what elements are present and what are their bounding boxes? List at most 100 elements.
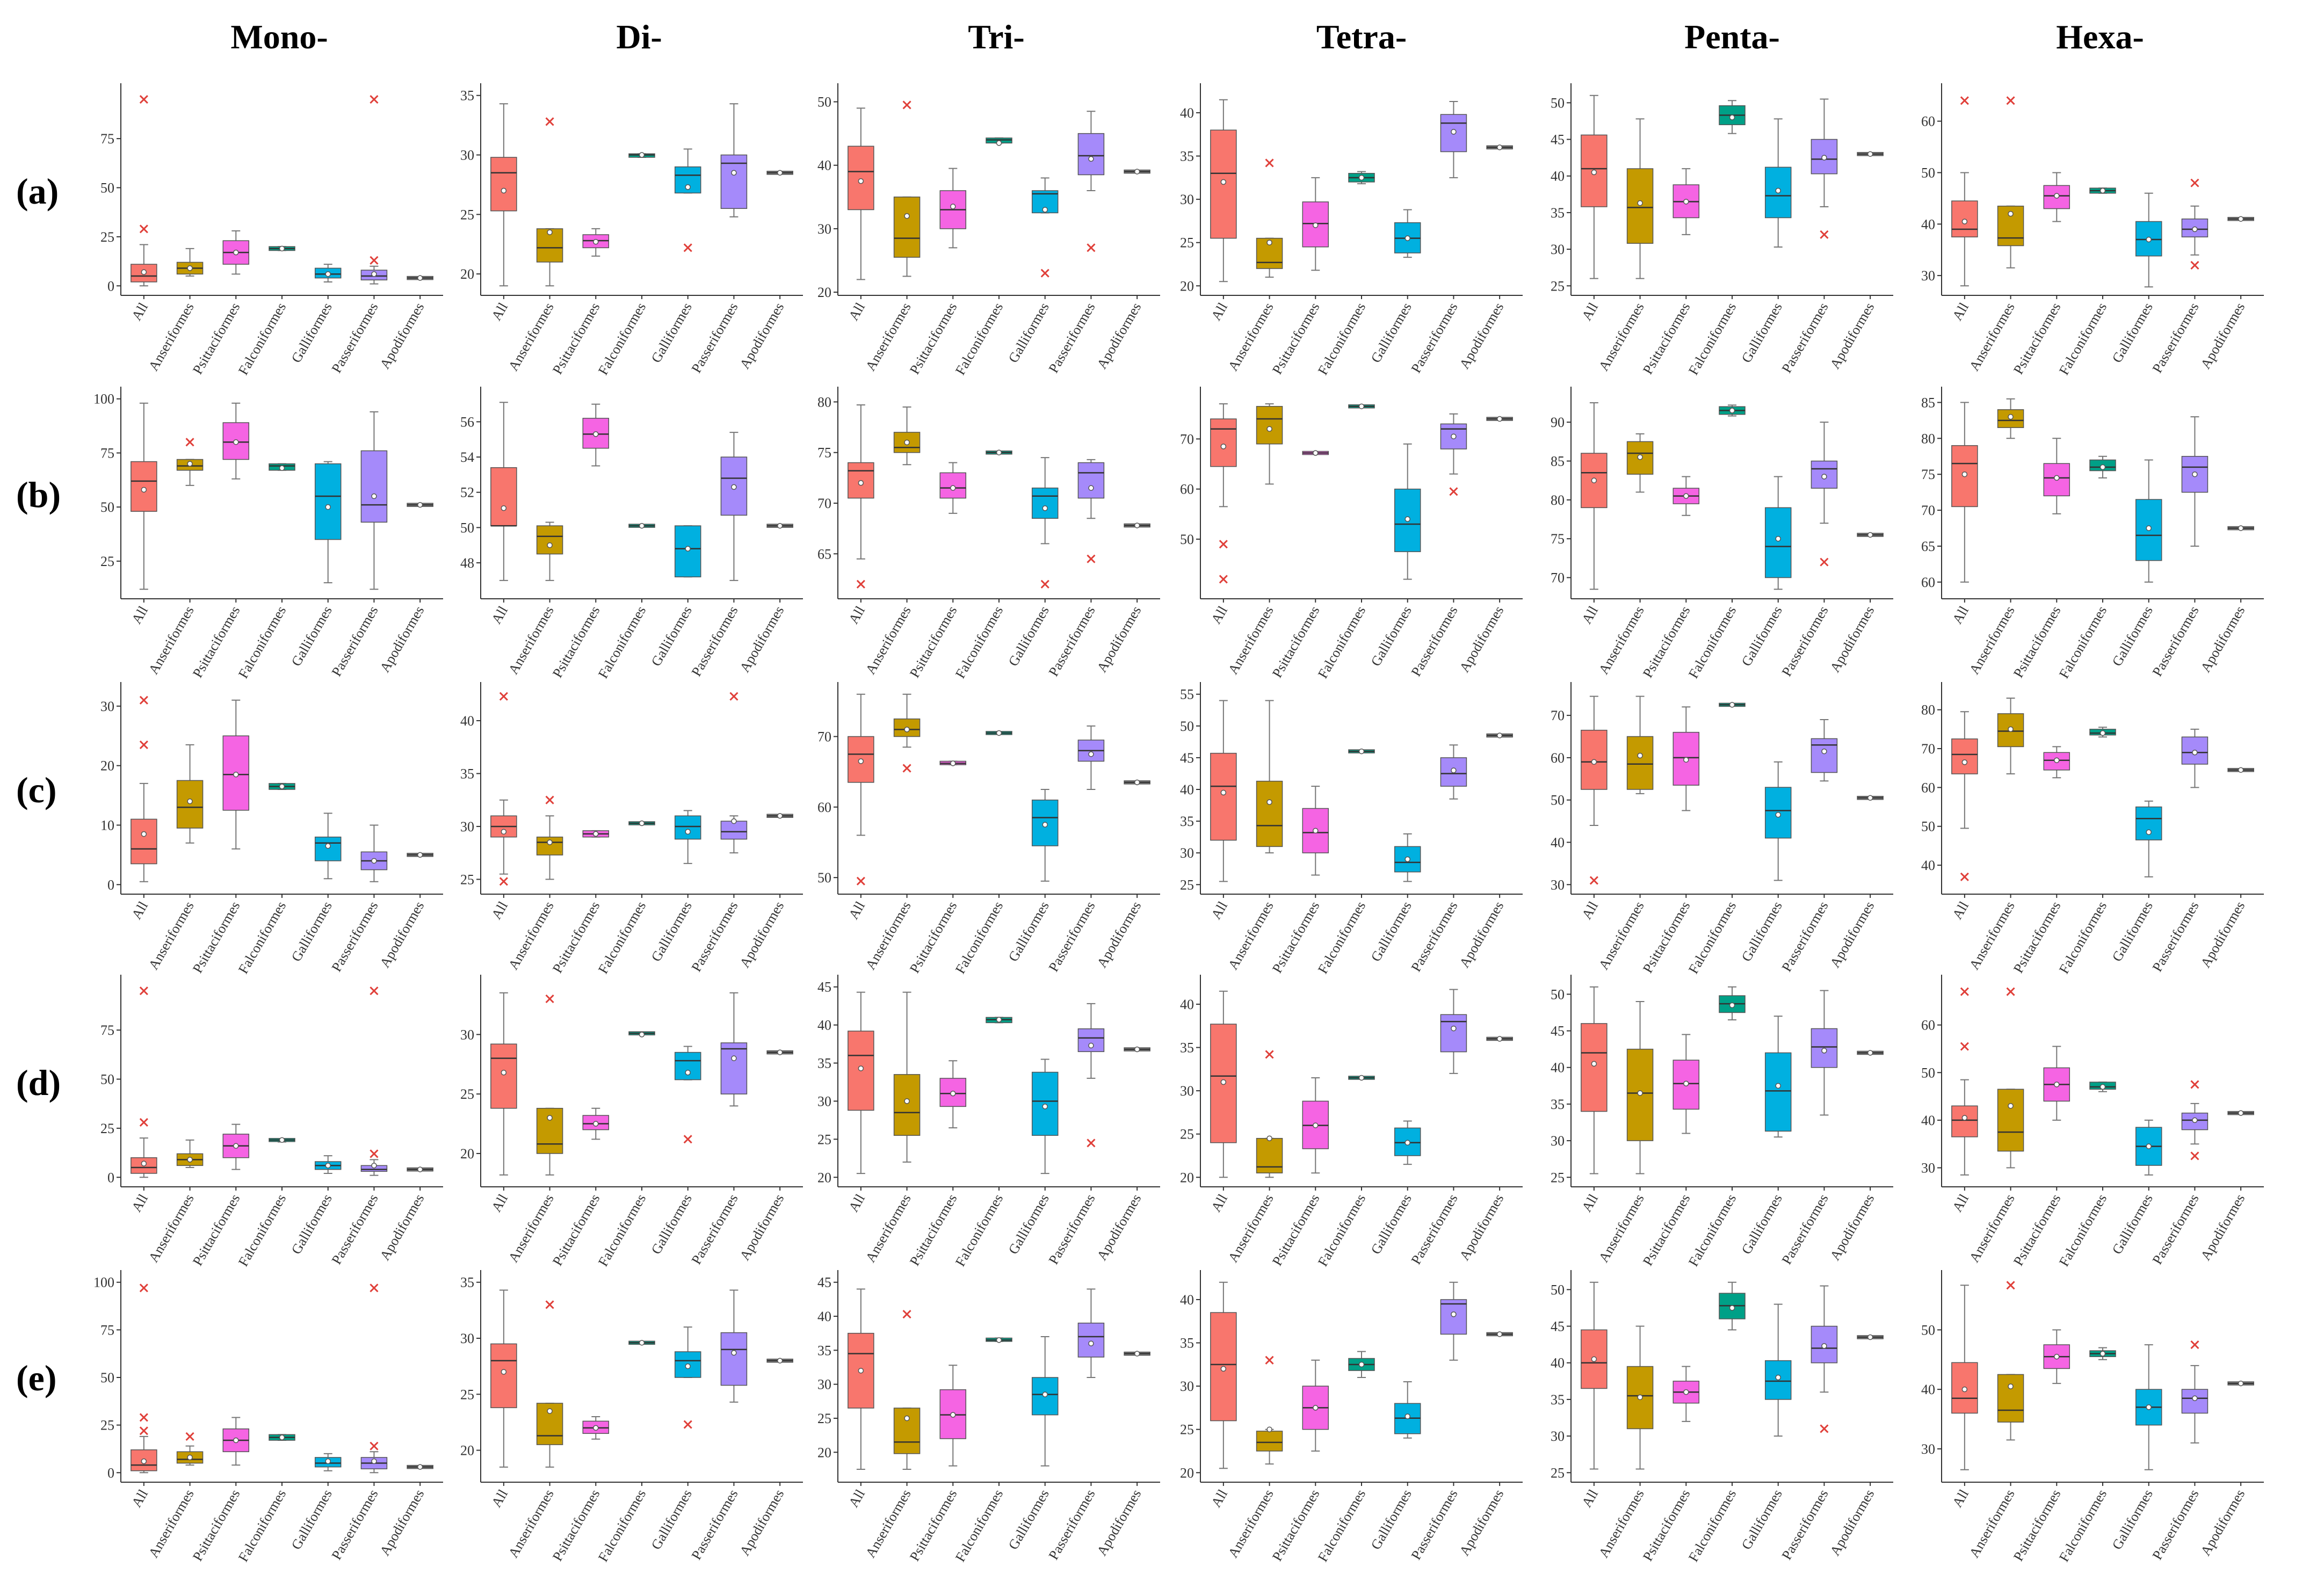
- y-tick-label: 35: [817, 1343, 831, 1358]
- mean-point: [371, 493, 377, 499]
- box: [360, 450, 388, 523]
- column-title: Tetra-: [1316, 18, 1407, 56]
- y-tick-label: 25: [460, 207, 474, 222]
- category-label: Passeriformes: [689, 1192, 741, 1267]
- mean-point: [1961, 759, 1968, 765]
- category-label: Falconiformes: [595, 1192, 649, 1270]
- category-label: Apodiformes: [2198, 1192, 2248, 1263]
- y-tick-label: 80: [1551, 492, 1565, 508]
- outlier-point: [1265, 158, 1274, 168]
- panel-a-tetra: 20 25 30 35 40 AllAnseriformesPsittaciformesF…: [1180, 83, 1523, 378]
- category-label: Falconiformes: [235, 899, 289, 977]
- box: [1302, 808, 1329, 853]
- box: [314, 463, 342, 540]
- outlier-point: [2190, 1340, 2199, 1350]
- category-label: Galliformes: [648, 300, 695, 366]
- category-label: Falconiformes: [1685, 604, 1739, 681]
- outlier-point: [499, 692, 508, 701]
- y-tick-label: 70: [1921, 741, 1935, 757]
- mean-point: [950, 1412, 956, 1418]
- box: [1440, 1014, 1467, 1053]
- mean-point: [1266, 799, 1272, 805]
- box: [1764, 507, 1792, 578]
- outlier-stroke: [1265, 1050, 1274, 1059]
- mean-point: [1496, 1036, 1503, 1042]
- category-label: Anseriformes: [505, 300, 557, 374]
- y-tick-label: 20: [1180, 1170, 1194, 1185]
- category-label: Falconiformes: [952, 1192, 1006, 1270]
- mean-point: [731, 818, 737, 824]
- category-label: Passeriformes: [1046, 1192, 1098, 1267]
- category-label: Psittaciformes: [2010, 300, 2064, 377]
- outlier-stroke: [1960, 987, 1969, 996]
- outlier-stroke: [1265, 1355, 1274, 1365]
- category-label: All: [128, 1192, 151, 1215]
- category-label: Passeriformes: [329, 899, 381, 975]
- category-label: Anseriformes: [146, 1192, 197, 1265]
- box: [1581, 1023, 1608, 1112]
- mean-point: [1404, 856, 1410, 862]
- category-label: All: [1949, 1192, 1972, 1215]
- category-label: Anseriformes: [146, 1487, 197, 1561]
- category-label: All: [1208, 1487, 1230, 1510]
- y-tick-label: 50: [1921, 819, 1935, 835]
- outlier-point: [370, 1283, 379, 1293]
- mean-point: [1358, 403, 1365, 409]
- mean-point: [1683, 757, 1689, 763]
- y-tick-label: 75: [1551, 531, 1565, 547]
- category-label: Apodiformes: [377, 899, 428, 970]
- outlier-stroke: [1040, 579, 1049, 589]
- y-tick-label: 30: [460, 148, 474, 163]
- panel-a-tri: 20 30 40 50 AllAnseriformesPsittaciformesFal…: [817, 83, 1160, 378]
- mean-point: [731, 1350, 737, 1356]
- panel-a-hexa: 30 40 50 60 AllAnseriformesPsittaciformesFal…: [1921, 83, 2264, 378]
- mean-point: [233, 772, 239, 778]
- mean-point: [1042, 207, 1048, 213]
- mean-point: [501, 829, 507, 835]
- y-tick-label: 85: [1551, 453, 1565, 469]
- y-tick-label: 75: [817, 445, 831, 461]
- y-tick-label: 52: [460, 485, 474, 501]
- mean-point: [1775, 535, 1781, 542]
- box: [490, 157, 517, 212]
- y-tick-label: 30: [1921, 1441, 1935, 1457]
- mean-point: [1821, 1343, 1827, 1349]
- box: [893, 1074, 921, 1136]
- column-title: Di-: [616, 18, 662, 56]
- box: [1626, 736, 1654, 790]
- y-tick-label: 60: [1921, 575, 1935, 590]
- outlier-stroke: [1960, 872, 1969, 881]
- mean-point: [639, 523, 645, 529]
- category-label: Apodiformes: [1457, 604, 1507, 675]
- category-label: Passeriformes: [1779, 300, 1831, 376]
- category-label: Apodiformes: [1094, 604, 1145, 675]
- mean-point: [904, 727, 910, 733]
- panel-b-di: 48 50 52 54 56 AllAnseriformesPsittaciformesF…: [460, 387, 803, 681]
- y-tick-label: 50: [1180, 719, 1194, 734]
- category-label: Anseriformes: [1225, 300, 1277, 374]
- mean-point: [2192, 471, 2198, 477]
- category-label: Apodiformes: [1094, 300, 1145, 372]
- outlier-point: [1040, 579, 1049, 589]
- y-tick-label: 30: [1180, 845, 1194, 861]
- category-label: Psittaciformes: [1640, 604, 1693, 680]
- mean-point: [996, 1337, 1002, 1343]
- y-tick-label: 80: [817, 394, 831, 410]
- mean-point: [1313, 1405, 1319, 1411]
- category-label: Galliformes: [1368, 1487, 1415, 1553]
- mean-point: [1042, 822, 1048, 828]
- mean-point: [2008, 1383, 2014, 1389]
- mean-point: [777, 1049, 783, 1055]
- box: [131, 461, 157, 512]
- outlier-point: [1960, 96, 1969, 105]
- category-label: Passeriformes: [1779, 604, 1831, 679]
- mean-point: [858, 178, 864, 184]
- panel-e-di: 20 25 30 35 AllAnseriformesPsittaciformesFal…: [460, 1270, 803, 1564]
- category-label: Passeriformes: [329, 1192, 381, 1267]
- category-label: Passeriformes: [1046, 300, 1098, 376]
- y-tick-label: 20: [817, 1445, 831, 1460]
- outlier-stroke: [499, 692, 508, 701]
- panel-a-penta: 25 30 35 40 45 50 AllAnseriformesPsittaciforme…: [1551, 83, 1893, 378]
- mean-point: [904, 213, 910, 219]
- box: [1077, 462, 1105, 499]
